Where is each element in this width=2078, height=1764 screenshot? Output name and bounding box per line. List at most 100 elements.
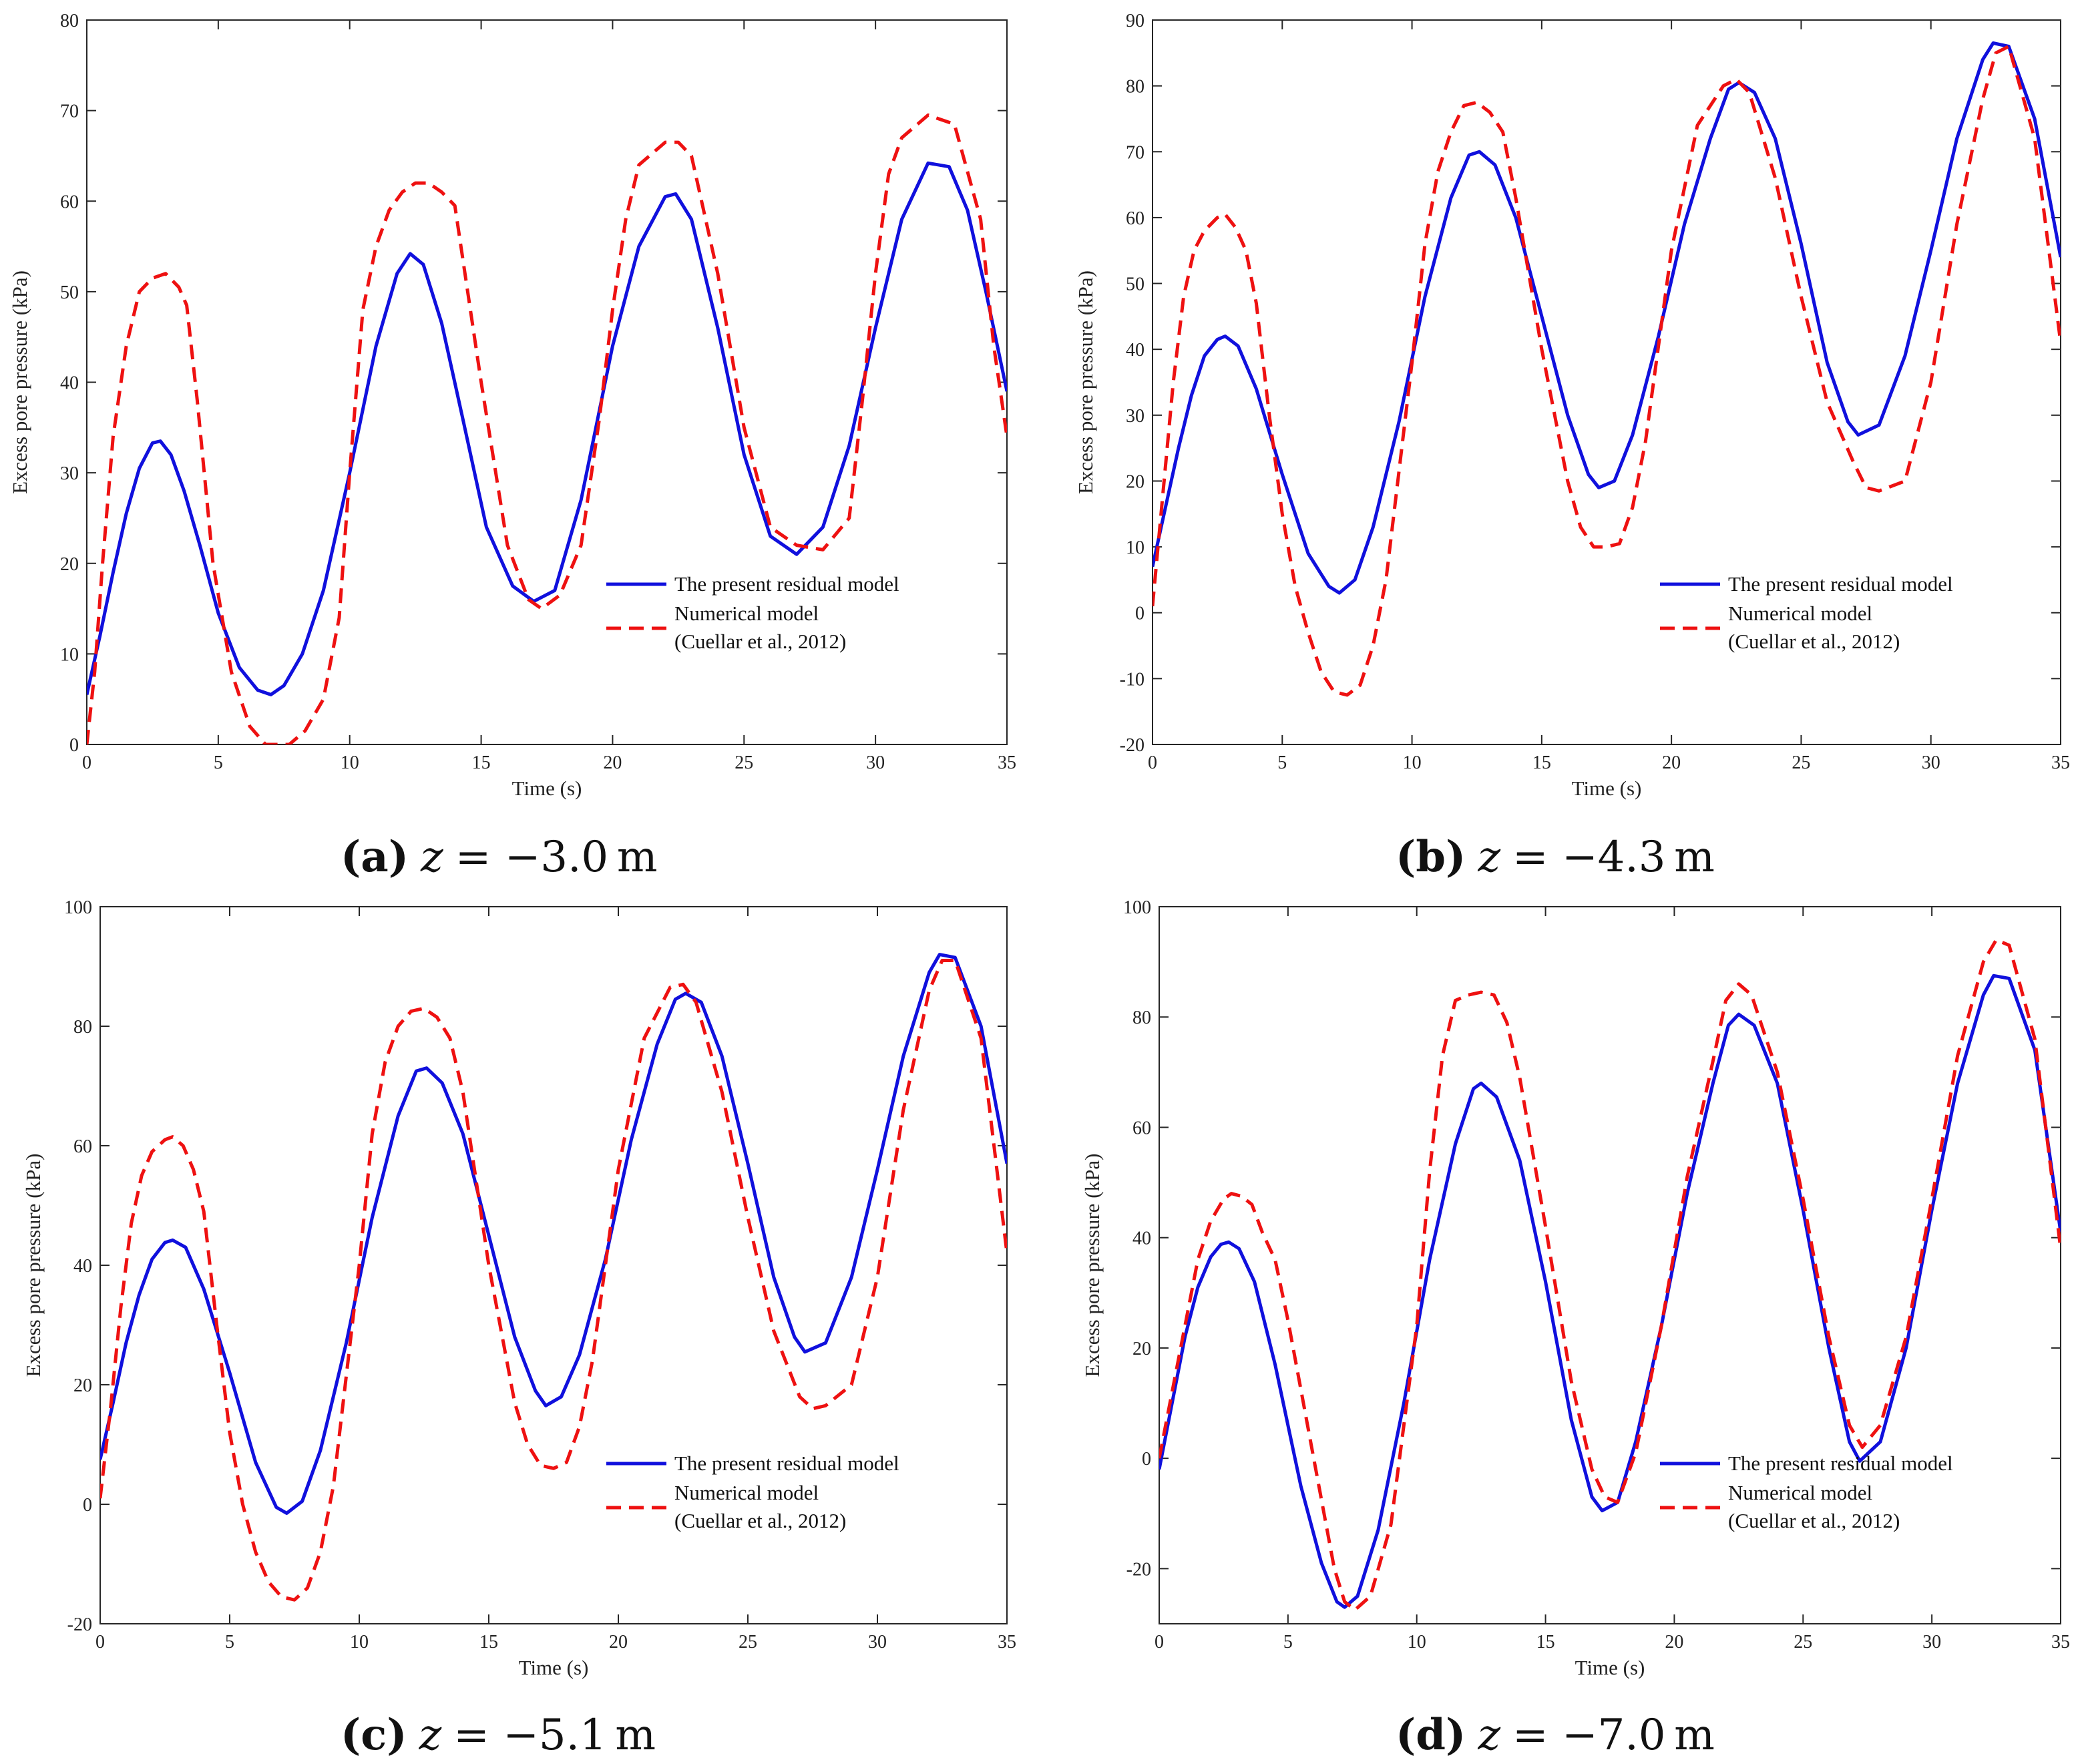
x-tick-label: 25	[735, 752, 753, 773]
x-axis-label: Time (s)	[1572, 777, 1642, 800]
y-tick-label: 70	[60, 101, 79, 122]
legend-label-residual: The present residual model	[1728, 1452, 1953, 1475]
x-tick-label: 15	[1532, 752, 1551, 773]
x-tick-label: 35	[2051, 752, 2070, 773]
plot-frame	[99, 906, 1008, 1624]
x-tick-label: 10	[341, 752, 359, 773]
y-tick-label: 20	[73, 1375, 92, 1396]
legend-label-citation: (Cuellar et al., 2012)	[1728, 1509, 1900, 1532]
y-tick-label: 0	[1135, 604, 1145, 624]
y-tick-label: 0	[69, 735, 79, 756]
x-axis-label: Time (s)	[512, 777, 582, 800]
x-tick-label: 30	[866, 752, 885, 773]
y-tick-label: -20	[67, 1614, 92, 1635]
y-tick-label: 0	[1142, 1449, 1151, 1470]
y-tick-label: 80	[1132, 1008, 1151, 1028]
x-tick-label: 10	[1403, 752, 1422, 773]
caption-value: = −5.1 m	[453, 1711, 656, 1760]
series-line-numerical-model	[1159, 938, 2061, 1612]
x-tick-label: 0	[95, 1632, 105, 1652]
series-line-numerical-model	[100, 959, 1007, 1602]
x-tick-label: 25	[1792, 752, 1810, 773]
x-tick-label: 0	[82, 752, 91, 773]
x-tick-label: 20	[609, 1632, 628, 1652]
legend-label-numerical: Numerical model	[1728, 1481, 1872, 1504]
series-line-numerical-model	[87, 113, 1007, 744]
caption-value: = −3.0 m	[455, 833, 658, 882]
caption-letter: (c)	[341, 1710, 407, 1760]
caption-variable: z	[419, 1711, 443, 1760]
x-tick-label: 20	[1665, 1632, 1683, 1652]
y-tick-label: 20	[60, 554, 79, 575]
y-tick-label: 10	[1126, 537, 1145, 558]
y-tick-label: 30	[1126, 406, 1145, 427]
legend-label-citation: (Cuellar et al., 2012)	[674, 630, 846, 653]
x-tick-label: 10	[350, 1632, 369, 1652]
caption-letter: (d)	[1396, 1710, 1466, 1760]
panel-caption: (c) z = −5.1 m	[341, 1710, 656, 1760]
y-tick-label: 40	[1126, 340, 1145, 361]
caption-value: = −4.3 m	[1512, 833, 1715, 882]
caption-variable: z	[1477, 1711, 1501, 1760]
plot-frame	[1152, 19, 2061, 745]
panel-caption: (d) z = −7.0 m	[1396, 1710, 1715, 1760]
x-tick-label: 5	[214, 752, 223, 773]
y-axis-label: Excess pore pressure (kPa)	[1074, 270, 1097, 494]
x-tick-label: 20	[603, 752, 622, 773]
x-tick-label: 15	[1536, 1632, 1555, 1652]
x-axis-label: Time (s)	[1575, 1656, 1645, 1679]
legend-label-citation: (Cuellar et al., 2012)	[1728, 630, 1900, 653]
panel-caption: (a) z = −3.0 m	[341, 832, 658, 882]
x-tick-label: 25	[739, 1632, 757, 1652]
series-line-residual-model	[1159, 973, 2061, 1609]
caption-value: = −7.0 m	[1512, 1711, 1715, 1760]
x-tick-label: 25	[1794, 1632, 1812, 1652]
x-tick-label: 30	[1922, 1632, 1941, 1652]
y-tick-label: 60	[60, 192, 79, 212]
series-line-residual-model	[100, 953, 1007, 1515]
x-tick-label: 15	[479, 1632, 498, 1652]
series-line-numerical-model	[1153, 45, 2061, 697]
series-line-residual-model	[1153, 41, 2061, 595]
chart-panel-a: 0 5 10 15 20 25 30 35 0 10 20 30 40 50 60 70 80 Time (s) E…	[8, 11, 1016, 882]
y-tick-label: -20	[1126, 1559, 1151, 1580]
x-tick-label: 10	[1408, 1632, 1426, 1652]
x-tick-label: 5	[1283, 1632, 1293, 1652]
x-tick-label: 35	[998, 1632, 1016, 1652]
y-tick-label: 40	[73, 1256, 92, 1277]
caption-letter: (a)	[341, 832, 409, 882]
y-tick-label: 10	[60, 644, 79, 665]
x-tick-label: 15	[472, 752, 491, 773]
series-line-residual-model	[87, 161, 1007, 696]
legend-label-residual: The present residual model	[674, 572, 899, 596]
x-tick-label: 35	[998, 752, 1016, 773]
y-tick-label: 40	[1132, 1229, 1151, 1249]
y-axis-label: Excess pore pressure (kPa)	[8, 270, 31, 494]
legend-label-residual: The present residual model	[1728, 572, 1953, 596]
y-tick-label: 80	[1126, 77, 1145, 97]
panel-caption: (b) z = −4.3 m	[1396, 832, 1715, 882]
y-tick-label: 100	[64, 897, 92, 918]
y-tick-label: 70	[1126, 142, 1145, 163]
x-axis-label: Time (s)	[519, 1656, 589, 1679]
x-tick-label: 20	[1662, 752, 1681, 773]
y-tick-label: 60	[1126, 208, 1145, 229]
chart-panel-d: 0 5 10 15 20 25 30 35 -20 0 20 40 60 80 100 Time (s) Exc…	[1080, 897, 2070, 1760]
y-tick-label: 60	[1132, 1118, 1151, 1138]
y-tick-label: 100	[1123, 897, 1151, 918]
plot-frame	[1159, 906, 2061, 1624]
legend-label-numerical: Numerical model	[1728, 602, 1872, 625]
chart-panel-b: 0 5 10 15 20 25 30 35 -20 -10 0 10 20 30 40 50 60 70 80 90 T…	[1074, 11, 2070, 882]
y-axis-label: Excess pore pressure (kPa)	[21, 1154, 45, 1377]
y-tick-label: 80	[60, 11, 79, 31]
x-tick-label: 35	[2051, 1632, 2070, 1652]
legend-label-citation: (Cuellar et al., 2012)	[674, 1509, 846, 1532]
y-tick-label: 90	[1126, 11, 1145, 31]
caption-letter: (b)	[1396, 832, 1466, 882]
caption-variable: z	[1477, 833, 1501, 882]
legend-label-numerical: Numerical model	[674, 1481, 819, 1504]
y-tick-label: 20	[1126, 471, 1145, 492]
y-tick-label: 80	[73, 1017, 92, 1038]
